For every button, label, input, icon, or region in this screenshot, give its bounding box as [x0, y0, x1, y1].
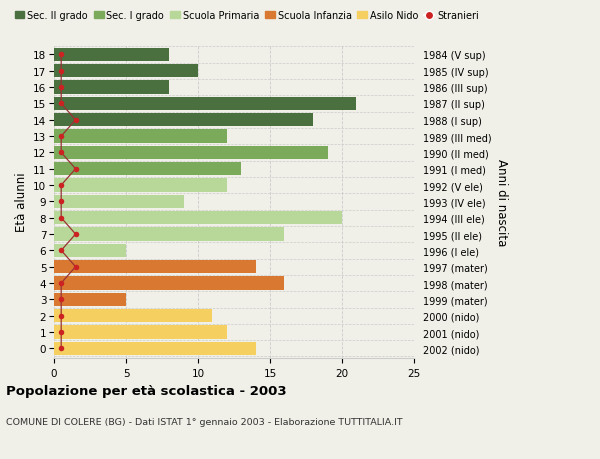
Bar [54, 228, 284, 241]
Bar [54, 260, 256, 274]
Text: Popolazione per età scolastica - 2003: Popolazione per età scolastica - 2003 [6, 384, 287, 397]
Bar [54, 325, 227, 339]
Bar [54, 65, 198, 78]
Point [56, 247, 66, 254]
Bar [54, 293, 126, 306]
Bar [54, 130, 227, 144]
Point [56, 68, 66, 75]
Legend: Sec. II grado, Sec. I grado, Scuola Primaria, Scuola Infanzia, Asilo Nido, Stran: Sec. II grado, Sec. I grado, Scuola Prim… [11, 7, 482, 25]
Bar [54, 49, 169, 62]
Bar [54, 98, 356, 111]
Bar [54, 212, 342, 225]
Bar [54, 162, 241, 176]
Point [71, 117, 80, 124]
Bar [54, 277, 284, 290]
Bar [54, 342, 256, 355]
Bar [54, 195, 184, 209]
Bar [54, 309, 212, 323]
Point [56, 84, 66, 92]
Bar [54, 81, 169, 95]
Bar [54, 114, 313, 127]
Point [56, 329, 66, 336]
Text: COMUNE DI COLERE (BG) - Dati ISTAT 1° gennaio 2003 - Elaborazione TUTTITALIA.IT: COMUNE DI COLERE (BG) - Dati ISTAT 1° ge… [6, 417, 403, 426]
Bar [54, 244, 126, 257]
Point [56, 345, 66, 352]
Point [71, 231, 80, 238]
Point [56, 214, 66, 222]
Y-axis label: Età alunni: Età alunni [14, 172, 28, 232]
Point [56, 52, 66, 59]
Point [56, 182, 66, 190]
Point [56, 312, 66, 319]
Point [56, 296, 66, 303]
Point [71, 263, 80, 271]
Point [56, 101, 66, 108]
Y-axis label: Anni di nascita: Anni di nascita [496, 158, 508, 246]
Bar [54, 179, 227, 192]
Bar [54, 146, 328, 160]
Point [71, 166, 80, 173]
Point [56, 280, 66, 287]
Point [56, 133, 66, 140]
Point [56, 198, 66, 206]
Point [56, 150, 66, 157]
